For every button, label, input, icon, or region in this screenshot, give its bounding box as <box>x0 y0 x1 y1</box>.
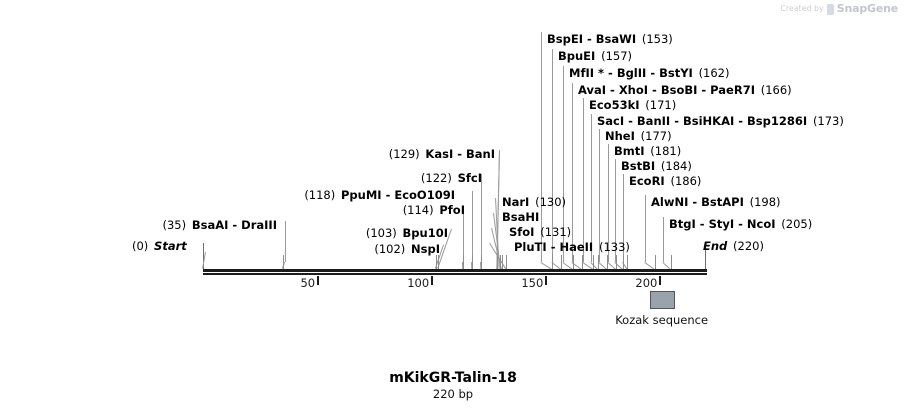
site-tick <box>593 255 595 269</box>
ruler-baseline-secondary <box>203 273 707 275</box>
leader-line <box>285 221 286 262</box>
enzyme-site-label[interactable]: SacI - BanII - BsiHKAI - Bsp1286I (173) <box>597 114 844 128</box>
site-tick <box>654 255 656 269</box>
page-title: mKikGR-Talin-18 <box>389 370 517 386</box>
enzyme-site-label[interactable]: BsaHI <box>502 210 540 224</box>
leader-line <box>552 49 553 262</box>
ruler-tick-label: 100 <box>407 276 430 290</box>
enzyme-site-label[interactable]: NarI (130) <box>502 195 567 209</box>
enzyme-site-label[interactable]: Eco53kI (171) <box>589 98 677 112</box>
sequence-end-tick <box>705 243 706 269</box>
enzyme-site-label[interactable]: BpuEI (157) <box>558 49 633 63</box>
sequence-start-label[interactable]: (0) Start <box>132 239 187 253</box>
enzyme-site-label[interactable]: AvaI - XhoI - BsoBI - PaeR7I (166) <box>578 83 792 97</box>
leader-line <box>563 66 564 262</box>
enzyme-site-label[interactable]: MfII * - BglII - BstYI (162) <box>569 66 730 80</box>
ruler-tick-label: 50 <box>300 276 316 290</box>
enzyme-site-label[interactable]: (103) Bpu10I <box>365 226 448 240</box>
leader-line <box>583 98 584 262</box>
site-tick <box>499 255 501 269</box>
ruler-baseline <box>203 269 707 272</box>
site-tick <box>435 255 437 269</box>
leader-line <box>541 32 542 262</box>
site-tick <box>581 255 583 269</box>
watermark-created-by-label: Created by <box>780 4 824 13</box>
enzyme-site-label[interactable]: AlwNI - BstAPI (198) <box>651 195 781 209</box>
enzyme-site-label[interactable]: (102) NspI <box>374 242 440 256</box>
enzyme-site-label[interactable]: BspEI - BsaWI (153) <box>547 32 673 46</box>
site-tick <box>438 255 440 269</box>
site-tick <box>481 255 483 269</box>
enzyme-site-label[interactable]: (122) SfcI <box>420 171 482 185</box>
leader-line <box>615 159 616 262</box>
snapgene-logo-icon <box>826 4 834 15</box>
site-tick <box>506 255 508 269</box>
leader-line <box>608 144 609 262</box>
feature-box[interactable] <box>650 291 676 309</box>
site-tick <box>606 255 608 269</box>
site-tick <box>463 255 465 269</box>
leader-line <box>623 174 624 262</box>
enzyme-site-label[interactable]: EcoRI (186) <box>629 174 702 188</box>
leader-line <box>472 191 473 262</box>
site-tick <box>627 255 629 269</box>
enzyme-site-label[interactable]: BtgI - StyI - NcoI (205) <box>669 217 813 231</box>
enzyme-site-label[interactable]: PluTI - HaeII (133) <box>514 240 630 254</box>
leader-line <box>599 129 600 262</box>
site-tick <box>616 255 617 269</box>
site-tick <box>501 255 503 269</box>
site-tick <box>670 255 672 269</box>
ruler-tick <box>659 276 662 285</box>
enzyme-site-label[interactable]: NheI (177) <box>605 129 672 143</box>
site-tick <box>561 255 563 269</box>
feature-label: Kozak sequence <box>615 313 709 327</box>
enzyme-site-label[interactable]: BstBI (184) <box>621 159 692 173</box>
page-subtitle: 220 bp <box>432 387 474 401</box>
ruler-tick <box>431 276 434 285</box>
site-tick <box>622 255 624 269</box>
leader-line <box>463 206 464 262</box>
site-tick <box>497 255 499 269</box>
site-tick <box>282 255 284 269</box>
ruler-tick <box>545 276 548 285</box>
leader-line <box>591 114 592 262</box>
site-tick <box>472 255 474 269</box>
enzyme-site-label[interactable]: SfoI (131) <box>509 225 572 239</box>
site-tick <box>597 255 599 269</box>
leader-line <box>481 174 482 262</box>
site-tick <box>552 255 554 269</box>
sequence-end-label[interactable]: End (220) <box>703 239 764 253</box>
watermark-brand-label: SnapGene <box>836 2 898 15</box>
site-tick <box>572 255 574 269</box>
enzyme-site-label[interactable]: (114) PfoI <box>402 203 465 217</box>
enzyme-site-label[interactable]: BmtI (181) <box>614 144 682 158</box>
enzyme-site-label[interactable]: (35) BsaAI - DraIII <box>162 218 277 232</box>
enzyme-site-label[interactable]: (118) PpuMI - EcoO109I <box>304 188 455 202</box>
leader-line <box>572 83 573 262</box>
snapgene-watermark: Created by SnapGene <box>780 2 898 15</box>
enzyme-site-label[interactable]: (129) KasI - BanI <box>388 147 495 161</box>
ruler-tick-label: 200 <box>635 276 658 290</box>
ruler-tick-label: 150 <box>521 276 544 290</box>
ruler-tick <box>317 276 320 285</box>
leader-line <box>663 217 664 262</box>
leader-line <box>645 195 646 262</box>
